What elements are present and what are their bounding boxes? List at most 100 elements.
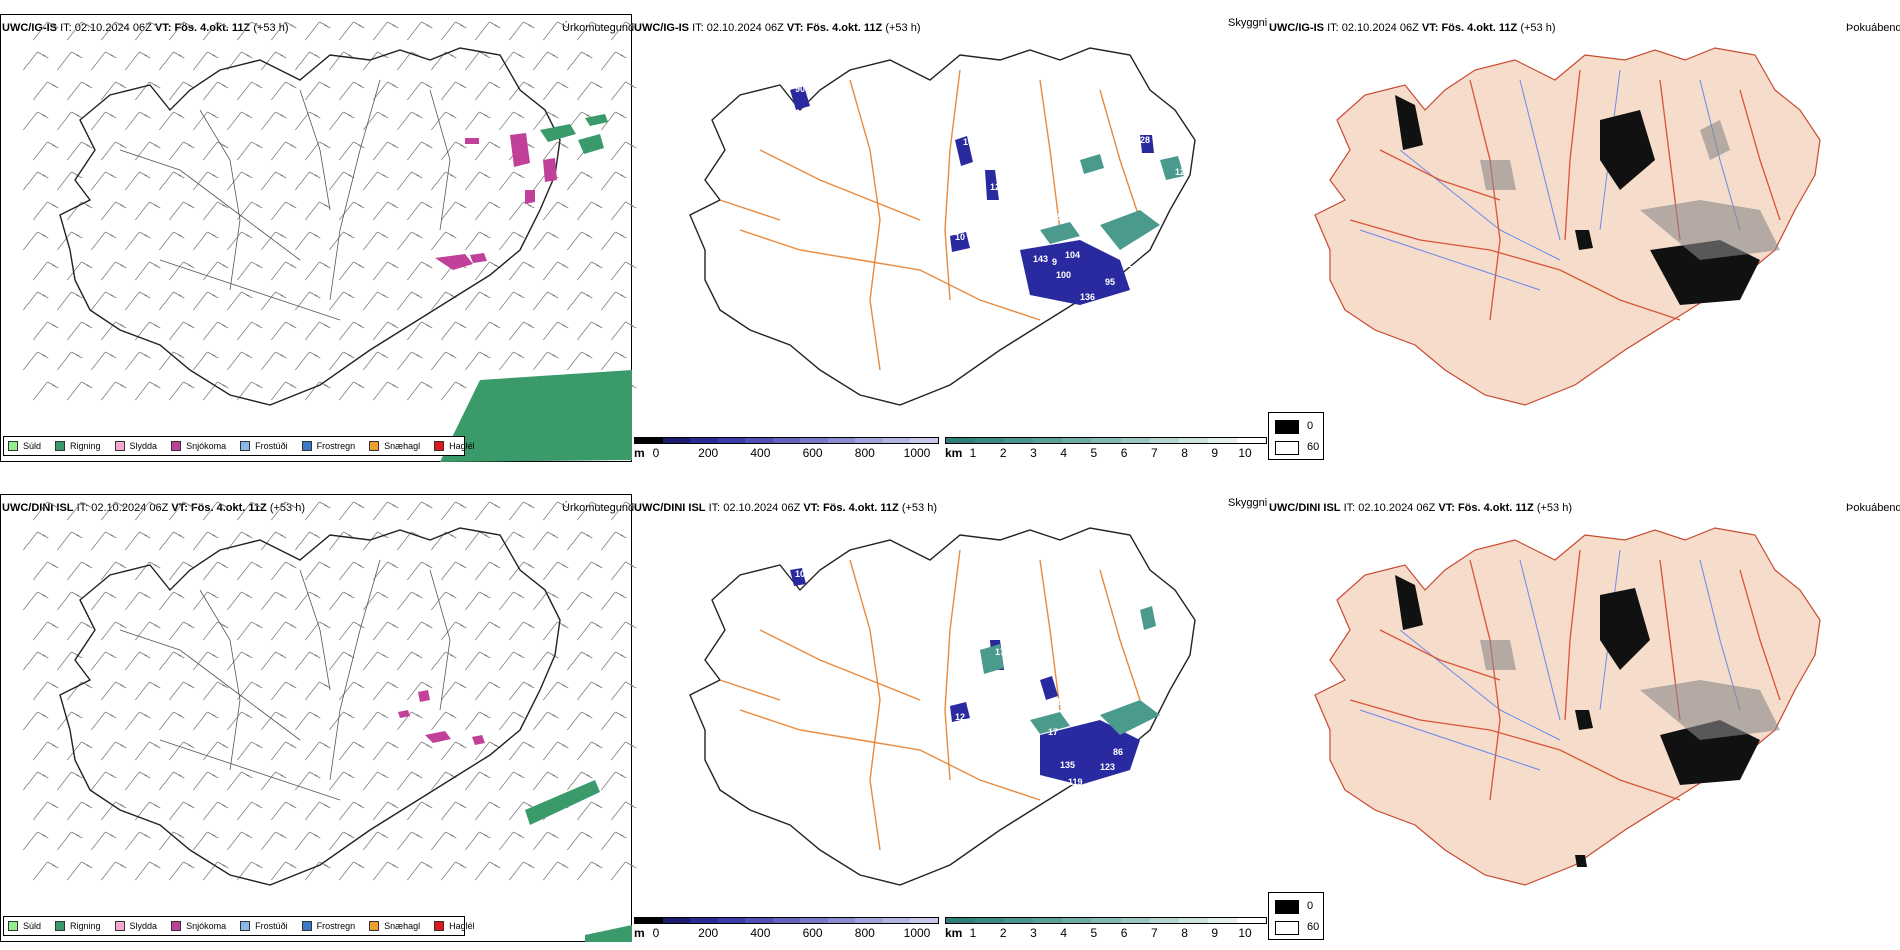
wind-barb [441, 21, 467, 41]
wind-barb [57, 51, 83, 71]
legend-item: Frostregn [301, 921, 355, 931]
wind-barb [397, 111, 423, 131]
wind-barb [329, 711, 355, 731]
wind-barb [431, 231, 457, 251]
wind-barb [125, 531, 151, 551]
wind-barb [271, 621, 297, 641]
it-label: IT: [708, 502, 721, 514]
wind-barb [465, 651, 491, 671]
cloud-base-number: 72 [1122, 259, 1132, 269]
wind-barb [203, 21, 229, 41]
it-label: IT: [76, 502, 89, 514]
fog-legend-light [1275, 921, 1299, 935]
wind-barb [373, 381, 399, 401]
precip-legend-row1: Súld Rigning Slydda Snjókoma Frostúði Frostre… [3, 436, 475, 456]
vt-label: VT: [786, 22, 804, 34]
wind-barb [407, 561, 433, 581]
legend-swatch [240, 921, 251, 931]
wind-barb [203, 561, 229, 581]
wind-barb [611, 201, 637, 221]
legend-swatch [369, 441, 380, 451]
wind-barb [271, 201, 297, 221]
wind-barb [91, 231, 117, 251]
wind-barb [23, 171, 49, 191]
wind-barb [33, 681, 59, 701]
wind-barb [601, 171, 627, 191]
it-value: 02.10.2024 06Z [706, 22, 784, 34]
fog-map-row1 [1314, 47, 1821, 406]
colorbar-tick: 10 [1238, 926, 1252, 940]
wind-barb [91, 51, 117, 71]
wind-barb [169, 261, 195, 281]
wind-barb [261, 711, 287, 731]
wind-barb [339, 321, 365, 341]
cloud-base-number: 17 [995, 647, 1005, 657]
wind-barb [499, 111, 525, 131]
wind-barb [57, 711, 83, 731]
wind-barb [271, 141, 297, 161]
precip-label-row1: Úrkomutegund [562, 22, 635, 34]
cloud-base-number: 9 [1052, 257, 1057, 267]
colorbar-tick: 8 [1181, 926, 1188, 940]
wind-barb [533, 291, 559, 311]
wind-barb [567, 351, 593, 371]
wind-barb [577, 801, 603, 821]
wind-barb [431, 771, 457, 791]
lead-time: (+53 h) [1536, 502, 1572, 514]
colorbar-tick: 800 [854, 926, 875, 940]
wind-barb [91, 711, 117, 731]
wind-barb [125, 291, 151, 311]
lead-time: (+53 h) [253, 22, 289, 34]
colorbar-cell [1120, 438, 1150, 443]
wind-barb [465, 171, 491, 191]
wind-barb [227, 591, 253, 611]
wind-barb [169, 21, 195, 41]
iceland-land [1314, 47, 1821, 406]
wind-barb [305, 861, 331, 881]
fog-dark-patches [1395, 95, 1760, 305]
colorbar-cell [910, 438, 939, 443]
wind-barb [271, 81, 297, 101]
colorbar-cell [827, 918, 856, 923]
legend-item: Slydda [114, 441, 157, 451]
cloud-base-number: 136 [1080, 292, 1095, 302]
wind-barb [305, 21, 331, 41]
wind-barb [363, 171, 389, 191]
wind-barb [91, 831, 117, 851]
colorbar-cell [1033, 438, 1063, 443]
wind-barb [339, 201, 365, 221]
wind-barb [305, 321, 331, 341]
colorbar-tick: 10 [1238, 446, 1252, 460]
vt-label: VT: [154, 22, 172, 34]
wind-barb [567, 651, 593, 671]
wind-barb [611, 741, 637, 761]
cloud-label-row1: Skyggni [1228, 17, 1268, 29]
wind-barb [101, 381, 127, 401]
colorbar-tick: 1 [969, 446, 977, 460]
wind-barb [159, 531, 185, 551]
wind-barb [33, 861, 59, 881]
wind-barb [159, 651, 185, 671]
lead-time: (+53 h) [1520, 22, 1556, 34]
fog-legend-light [1275, 441, 1299, 455]
legend-swatch [301, 441, 312, 451]
colorbar-cell [882, 438, 911, 443]
wind-barb [441, 501, 467, 521]
fog-label-row1: Þokuábendi [1846, 22, 1900, 34]
wind-barb [159, 291, 185, 311]
wind-barb [67, 741, 93, 761]
wind-barb [509, 81, 535, 101]
legend-label: Haglél [449, 921, 475, 931]
wind-barb [567, 831, 593, 851]
colorbar-cell [1149, 918, 1179, 923]
wind-barb [193, 291, 219, 311]
wind-barb [499, 531, 525, 551]
colorbar-cell [882, 918, 911, 923]
wind-barb [407, 81, 433, 101]
wind-barb [465, 831, 491, 851]
wind-barb [329, 291, 355, 311]
colorbar-cell [800, 918, 828, 923]
wind-barb [193, 351, 219, 371]
wind-barb [373, 81, 399, 101]
wind-barb [91, 291, 117, 311]
